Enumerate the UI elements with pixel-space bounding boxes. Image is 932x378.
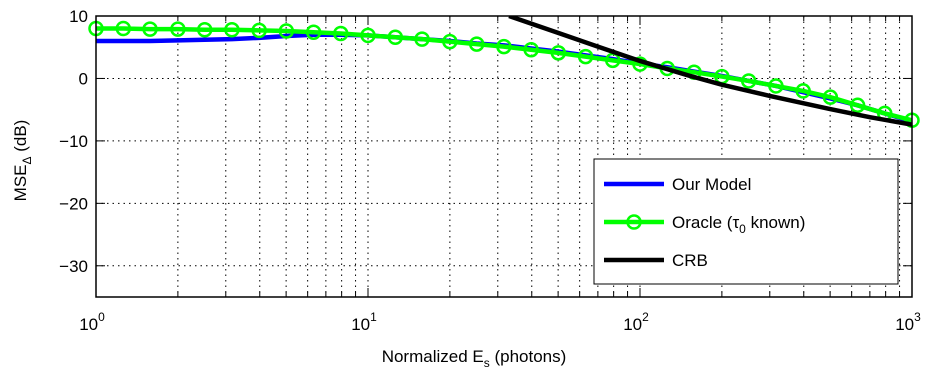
series-1-marker — [115, 20, 132, 37]
x-tick-label-exponent: 0 — [98, 310, 105, 324]
legend-label-our-model: Our Model — [672, 175, 751, 194]
x-tick-label: 102 — [623, 310, 649, 334]
y-tick-label: 10 — [69, 7, 88, 26]
series-1-marker — [278, 23, 295, 39]
x-tick-label: 103 — [895, 310, 921, 334]
series-1-marker — [523, 41, 539, 58]
x-axis-title-sub: s — [484, 356, 490, 370]
series-1-marker — [577, 48, 594, 65]
x-tick-label-exponent: 1 — [370, 310, 377, 324]
series-1-marker — [442, 33, 458, 50]
series-1-marker — [768, 78, 784, 94]
legend: Our Model Oracle (τ0 known) CRB — [593, 158, 899, 285]
series-1-marker — [822, 89, 839, 105]
legend-marker-oracle — [626, 214, 642, 230]
x-tick-label-base: 10 — [351, 315, 370, 334]
legend-label-oracle-main: Oracle (τ — [672, 213, 739, 232]
x-axis-title-suffix: (photons) — [490, 347, 567, 366]
y-axis-title: MSEΔ (dB) — [11, 120, 34, 202]
series-2-line — [508, 16, 912, 127]
series-layer — [88, 16, 920, 129]
series-1-marker — [333, 25, 349, 42]
x-tick-label-exponent: 3 — [914, 310, 921, 324]
series-1-marker — [550, 45, 567, 61]
x-tick-label: 100 — [79, 310, 105, 334]
plot-area-frame — [95, 15, 913, 298]
y-tick-label: 0 — [79, 69, 88, 88]
series-1-marker — [170, 21, 186, 37]
series-1-line — [96, 26, 912, 123]
series-1-marker — [224, 21, 240, 38]
legend-label-oracle: Oracle (τ0 known) — [672, 213, 805, 236]
series-1-marker — [849, 97, 866, 114]
grid-lines — [96, 16, 912, 297]
axis-ticks — [95, 15, 912, 297]
legend-label-oracle-suffix: known) — [746, 213, 806, 232]
series-1-marker — [142, 21, 158, 37]
x-tick-label-exponent: 2 — [642, 310, 649, 324]
x-axis-title-main: Normalized E — [382, 347, 484, 366]
x-axis-title: Normalized Es (photons) — [382, 347, 567, 370]
y-axis-title-main: MSE — [11, 165, 30, 202]
y-axis-title-suffix: (dB) — [11, 120, 30, 157]
series-1-marker — [360, 27, 376, 44]
y-tick-label: −10 — [59, 132, 88, 151]
series-1-marker — [196, 21, 213, 38]
legend-label-oracle-sub: 0 — [739, 222, 746, 236]
x-tick-label: 101 — [351, 310, 377, 334]
series-1-marker — [414, 31, 430, 47]
series-1-marker — [468, 36, 485, 52]
y-tick-labels: 10 0 −10 −20 −30 — [59, 7, 88, 276]
series-1-marker — [387, 29, 404, 45]
y-tick-label: −30 — [59, 257, 88, 276]
series-1-marker — [251, 22, 267, 39]
y-tick-label: −20 — [59, 194, 88, 213]
series-1-marker — [305, 24, 322, 40]
series-1-marker — [795, 83, 811, 99]
x-tick-labels: 100 101 102 103 — [79, 310, 921, 334]
y-axis-title-sub: Δ — [20, 156, 34, 164]
x-tick-label-base: 10 — [895, 315, 914, 334]
series-1-marker — [740, 73, 757, 89]
x-tick-label-base: 10 — [623, 315, 642, 334]
series-1-marker — [496, 38, 512, 55]
x-tick-label-base: 10 — [79, 315, 98, 334]
legend-label-crb: CRB — [672, 251, 708, 270]
